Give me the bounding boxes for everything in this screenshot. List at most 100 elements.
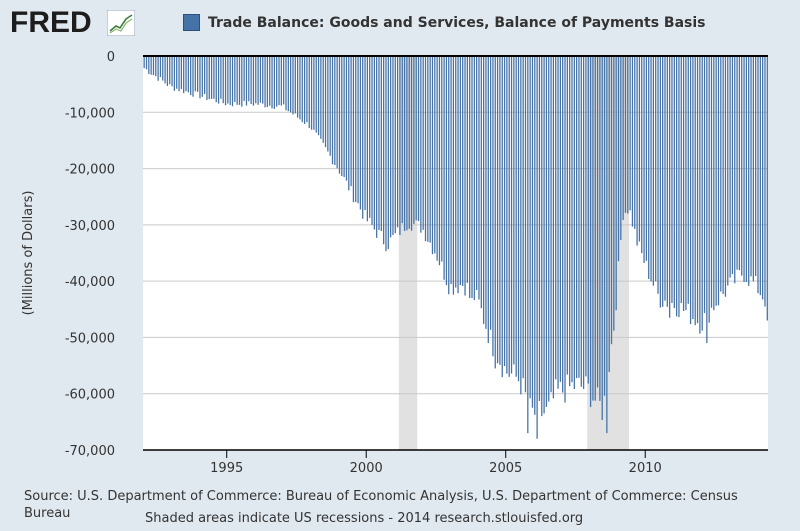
data-bar (417, 56, 420, 222)
x-tick-label: 1995 (210, 461, 243, 476)
data-bar (489, 56, 492, 330)
data-bar (610, 56, 613, 345)
data-bar (192, 56, 194, 97)
data-bar (687, 56, 689, 304)
data-bar (569, 56, 571, 387)
data-bar (450, 56, 452, 284)
data-bar (696, 56, 699, 324)
data-bar (236, 56, 238, 105)
data-bar (269, 56, 271, 106)
data-bar (280, 56, 282, 106)
data-bar (555, 56, 557, 380)
data-bar (578, 56, 580, 378)
data-bar (724, 56, 727, 297)
recession-band (587, 56, 630, 450)
data-bar (764, 56, 766, 307)
data-bar (641, 56, 643, 254)
data-bar (743, 56, 745, 282)
data-bar (155, 56, 157, 77)
data-bar (757, 56, 759, 294)
recession-band (398, 56, 418, 450)
data-bar (150, 56, 152, 75)
data-bar (522, 56, 524, 379)
data-bar (703, 56, 706, 314)
data-bar (373, 56, 375, 230)
data-bar (238, 56, 241, 105)
data-bar (613, 56, 615, 331)
data-bar (294, 56, 296, 114)
data-bar (178, 56, 180, 92)
data-bar (708, 56, 710, 323)
data-bar (622, 56, 624, 220)
y-tick-label: -20,000 (65, 163, 115, 178)
data-bar (699, 56, 701, 334)
data-bar (334, 56, 336, 165)
data-bar (185, 56, 187, 92)
y-tick-label: -10,000 (65, 106, 115, 121)
data-bar (692, 56, 694, 320)
x-tick-label: 2010 (629, 461, 662, 476)
data-bar (317, 56, 320, 136)
data-bar (248, 56, 250, 102)
data-bar (552, 56, 555, 399)
data-bar (680, 56, 682, 304)
data-bar (357, 56, 359, 204)
data-bar (513, 56, 515, 365)
data-bar (220, 56, 222, 99)
data-bar (717, 56, 720, 306)
data-bar (190, 56, 192, 96)
data-bar (673, 56, 675, 309)
data-bar (589, 56, 592, 408)
y-tick-label: -40,000 (65, 275, 115, 290)
data-bar (262, 56, 264, 104)
data-bar (722, 56, 724, 294)
data-bar (759, 56, 761, 296)
data-bar (571, 56, 573, 383)
data-bar (313, 56, 315, 130)
data-bar (510, 56, 513, 374)
data-bar (645, 56, 648, 261)
data-bar (562, 56, 564, 393)
data-bar (671, 56, 673, 303)
data-bar (745, 56, 748, 282)
data-bar (603, 56, 606, 396)
data-bar (750, 56, 752, 277)
data-bar (720, 56, 722, 292)
data-bar (227, 56, 229, 104)
data-bar (631, 56, 634, 227)
data-bar (741, 56, 743, 276)
data-bar (162, 56, 164, 81)
data-bar (264, 56, 266, 108)
data-bar (422, 56, 424, 230)
y-tick-label: -60,000 (65, 388, 115, 403)
data-bar (529, 56, 531, 399)
data-bar (538, 56, 541, 401)
data-bar (348, 56, 350, 191)
data-bar (259, 56, 262, 103)
data-bar (389, 56, 392, 238)
y-tick-label: 0 (107, 50, 115, 65)
data-bar (766, 56, 768, 321)
data-bar (215, 56, 217, 103)
recession-footnote: Shaded areas indicate US recessions - 20… (145, 511, 584, 526)
data-bar (431, 56, 434, 255)
data-bar (752, 56, 754, 282)
data-bar (359, 56, 362, 210)
data-bar (252, 56, 255, 106)
fred-logo[interactable]: FRED (10, 6, 92, 39)
source-note: Source: U.S. Department of Commerce: Bur… (24, 489, 738, 521)
data-bar (457, 56, 459, 294)
data-bar (166, 56, 169, 86)
data-bar (564, 56, 566, 403)
data-bar (748, 56, 750, 286)
data-bar (299, 56, 301, 120)
x-tick-label: 2005 (489, 461, 522, 476)
data-bar (352, 56, 355, 203)
data-bar (524, 56, 527, 393)
data-bar (582, 56, 585, 389)
chart-line-icon (107, 10, 135, 36)
data-bar (292, 56, 294, 115)
data-bar (694, 56, 696, 326)
data-bar (245, 56, 248, 106)
data-bar (338, 56, 341, 174)
